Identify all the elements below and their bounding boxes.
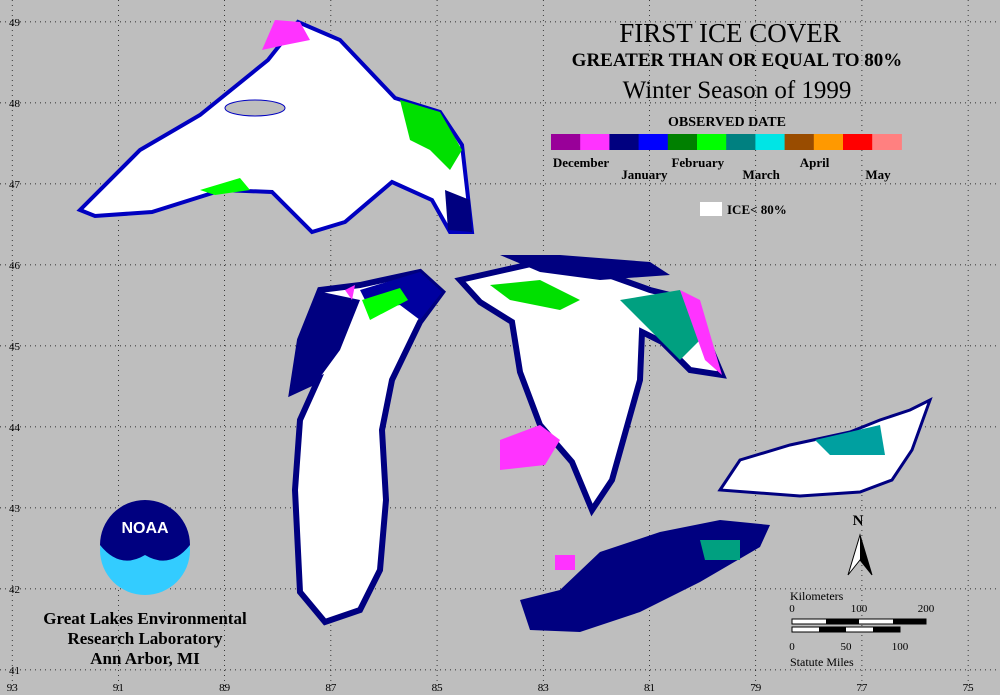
legend-swatch [784, 134, 815, 150]
mi-tick: 50 [841, 641, 853, 653]
lat-label: 43 [9, 503, 21, 515]
lon-label: 81 [644, 682, 655, 694]
legend-swatch [872, 134, 902, 150]
mi-tick: 0 [789, 641, 795, 653]
lon-label: 87 [325, 682, 337, 694]
legend-label: March [743, 167, 781, 182]
lat-label: 49 [9, 17, 21, 29]
lab-line: Ann Arbor, MI [90, 649, 200, 668]
km-tick: 100 [851, 603, 868, 615]
scale-bar [791, 618, 927, 633]
lake-huron [454, 255, 727, 517]
legend-swatch [551, 134, 581, 150]
lon-label: 93 [7, 682, 19, 694]
legend-title: OBSERVED DATE [668, 115, 786, 130]
lake-ontario [717, 396, 933, 498]
lon-label: 79 [750, 682, 762, 694]
legend-swatch [580, 134, 610, 150]
lon-label: 91 [113, 682, 124, 694]
lon-label: 75 [963, 682, 975, 694]
season: Winter Season of 1999 [623, 77, 852, 104]
km-tick: 200 [918, 603, 935, 615]
logo-text: NOAA [121, 520, 169, 537]
legend-label: December [553, 155, 610, 170]
scale-mi-label: Statute Miles [790, 655, 854, 669]
lab-line: Research Laboratory [67, 629, 223, 648]
legend-label: May [865, 167, 891, 182]
mi-tick: 100 [892, 641, 909, 653]
legend-label: February [671, 155, 724, 170]
subtitle: GREATER THAN OR EQUAL TO 80% [572, 50, 903, 71]
legend-label: January [621, 167, 668, 182]
no-ice-label: ICE< 80% [727, 202, 787, 217]
lat-label: 41 [9, 665, 20, 677]
lake-erie [520, 520, 770, 632]
lat-label: 42 [9, 584, 20, 596]
legend-swatch [667, 134, 698, 150]
legend-swatch [638, 134, 669, 150]
noaa-logo: NOAA [100, 500, 190, 595]
legend-swatch [726, 134, 756, 150]
legend-swatch [697, 134, 727, 150]
legend-swatch [843, 134, 873, 150]
lon-label: 77 [856, 682, 868, 694]
lab-line: Great Lakes Environmental [43, 609, 247, 628]
lon-label: 89 [219, 682, 231, 694]
lake-michigan [288, 268, 447, 626]
km-tick: 0 [789, 603, 795, 615]
legend-swatch [609, 134, 640, 150]
lat-label: 47 [9, 179, 21, 191]
lake-superior [76, 19, 475, 235]
legend-swatch [755, 134, 786, 150]
north-label: N [853, 513, 864, 529]
lat-label: 45 [9, 341, 21, 353]
lat-label: 46 [9, 260, 21, 272]
lon-label: 85 [432, 682, 444, 694]
north-arrow-half [860, 535, 872, 575]
title: FIRST ICE COVER [619, 18, 841, 48]
no-ice-swatch [700, 202, 722, 216]
legend-swatch [813, 134, 844, 150]
lat-label: 48 [9, 98, 21, 110]
lon-label: 83 [538, 682, 550, 694]
lat-label: 44 [9, 422, 21, 434]
scale-km-label: Kilometers [790, 589, 844, 603]
legend-label: April [800, 155, 830, 170]
